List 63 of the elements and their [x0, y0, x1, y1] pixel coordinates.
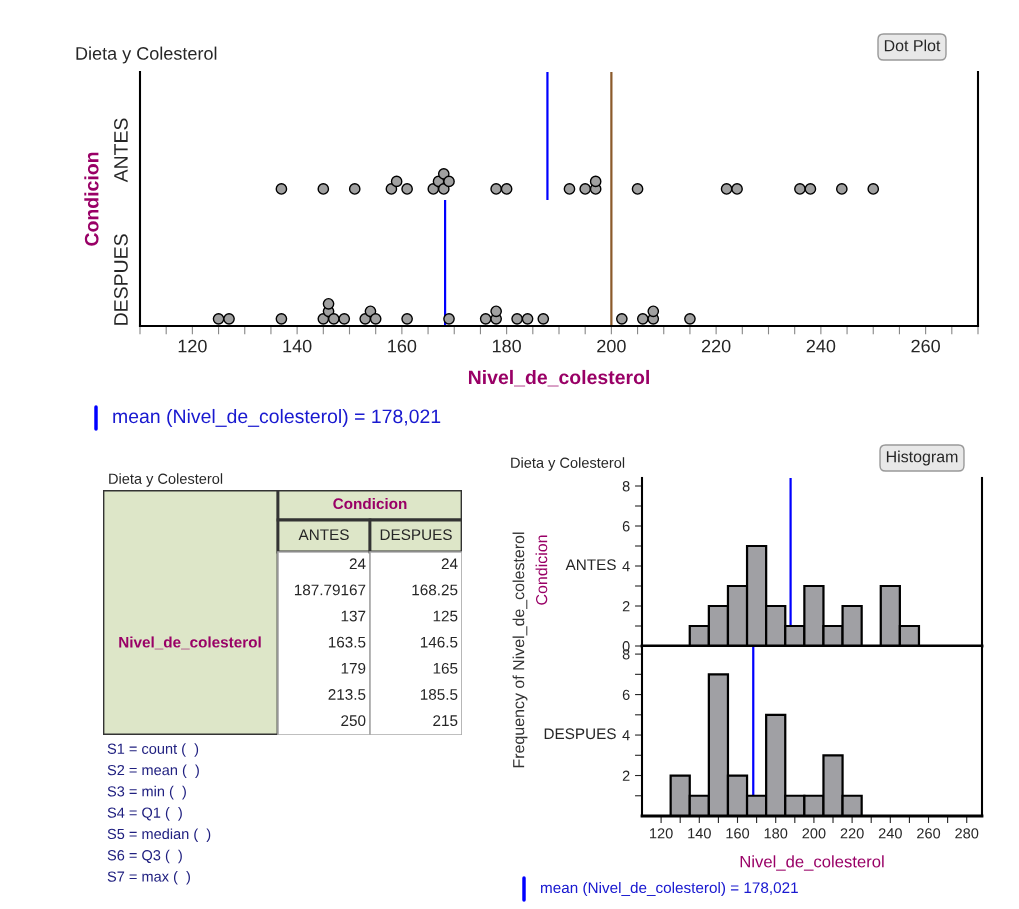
- text: S4 = Q1 ( ): [107, 807, 182, 821]
- y-tick-label: 4: [622, 561, 630, 572]
- text: mean (Nivel_de_colesterol) = 178,021: [113, 408, 441, 428]
- category-label: DESPUES: [380, 529, 452, 541]
- text: 215: [433, 715, 458, 727]
- y-axis-title: Frequency of Nivel_de_colesterol: [512, 532, 528, 768]
- x-tick-label: 180: [492, 339, 521, 353]
- text: S6 = Q3 ( ): [107, 849, 182, 864]
- x-tick-label: 140: [688, 828, 711, 839]
- text: DESPUES: [544, 728, 616, 740]
- y-tick-label: 6: [622, 521, 630, 532]
- text: Condicion: [333, 497, 407, 510]
- text: 125: [433, 610, 458, 622]
- category-label: ANTES: [298, 529, 349, 541]
- x-tick-label: 240: [806, 339, 836, 353]
- text: S2 = mean ( ): [107, 764, 199, 779]
- x-axis-title: Nivel_de_colesterol: [740, 855, 884, 871]
- x-axis-title: Nivel_de_colesterol: [468, 369, 649, 387]
- text: Histogram: [886, 450, 958, 466]
- text: 168.25: [412, 584, 458, 596]
- text: 187.79167: [294, 584, 366, 596]
- text: 179: [341, 662, 366, 674]
- text: mean (Nivel_de_colesterol) = 178,021: [541, 881, 798, 897]
- text: 250: [341, 715, 366, 727]
- y-tick-label: 4: [622, 730, 630, 741]
- text: S5 = median ( ): [107, 828, 211, 842]
- x-tick-label: 160: [726, 828, 750, 839]
- x-tick-label: 120: [650, 828, 673, 839]
- text: Dot Plot: [884, 39, 941, 52]
- y-tick-label: 8: [622, 481, 630, 492]
- text: 213.5: [328, 689, 366, 700]
- x-tick-label: 260: [911, 339, 940, 353]
- y-tick-label: 2: [622, 770, 630, 781]
- x-tick-label: 180: [764, 828, 788, 839]
- x-tick-label: 120: [178, 339, 207, 353]
- x-tick-label: 200: [597, 339, 626, 353]
- text: 24: [441, 558, 458, 570]
- text: 185.5: [420, 689, 458, 700]
- x-tick-label: 200: [802, 828, 826, 839]
- text: S1 = count ( ): [107, 743, 199, 757]
- x-tick-label: 220: [701, 339, 731, 353]
- text: Nivel_de_colesterol: [119, 636, 261, 650]
- text: 163.5: [328, 636, 366, 648]
- x-tick-label: 280: [955, 828, 979, 839]
- y-tick-label: 2: [622, 601, 630, 612]
- x-tick-label: 160: [388, 339, 417, 353]
- text: 24: [349, 558, 366, 570]
- text: S3 = min ( ): [107, 785, 186, 800]
- x-tick-label: 220: [840, 828, 864, 839]
- chart-title: Dieta y Colesterol: [76, 46, 217, 64]
- x-tick-label: 260: [917, 828, 941, 839]
- chart-title: Dieta y Colesterol: [511, 457, 625, 471]
- text: Dieta y Colesterol: [109, 473, 223, 487]
- text: 146.5: [420, 636, 458, 648]
- y-tick-label: 6: [622, 689, 630, 700]
- text: 137: [341, 610, 366, 622]
- text: 165: [433, 662, 458, 674]
- y-axis-title: Condicion: [84, 152, 99, 246]
- text: Condicion: [535, 535, 548, 605]
- x-tick-label: 140: [283, 339, 312, 353]
- text: S7 = max ( ): [107, 871, 190, 885]
- x-tick-label: 240: [878, 828, 902, 839]
- text: ANTES: [565, 559, 616, 571]
